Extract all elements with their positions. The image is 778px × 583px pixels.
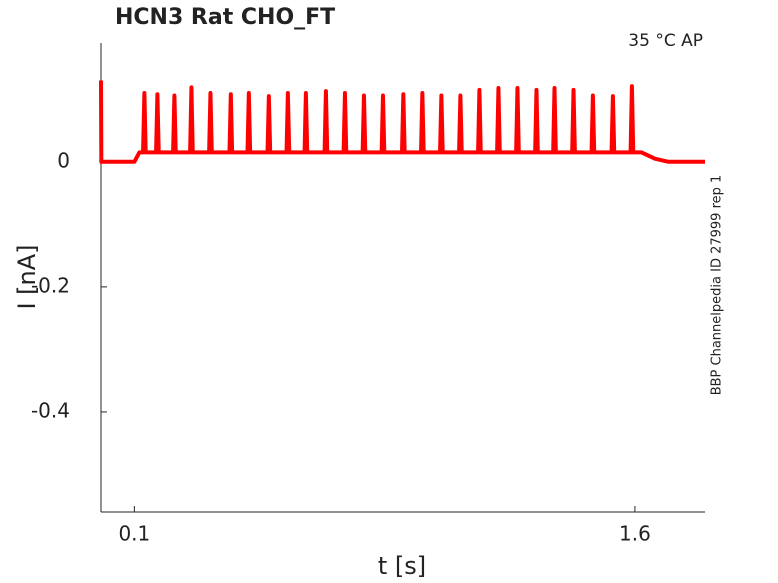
- annotation: 35 °C AP: [628, 31, 703, 51]
- x-tick-label: 0.1: [118, 522, 150, 546]
- y-tick-label: -0.4: [31, 398, 70, 422]
- y-tick-label: -0.2: [31, 273, 70, 297]
- x-tick-label: 1.6: [619, 522, 651, 546]
- y-tick-label: 0: [57, 148, 70, 172]
- current-trace: [99, 80, 705, 164]
- x-axis-label: t [s]: [378, 552, 426, 580]
- side-note: BBP Channelpedia ID 27999 rep 1: [710, 175, 725, 396]
- chart-title: HCN3 Rat CHO_FT: [115, 5, 335, 30]
- y-axis-label: I [nA]: [13, 244, 41, 309]
